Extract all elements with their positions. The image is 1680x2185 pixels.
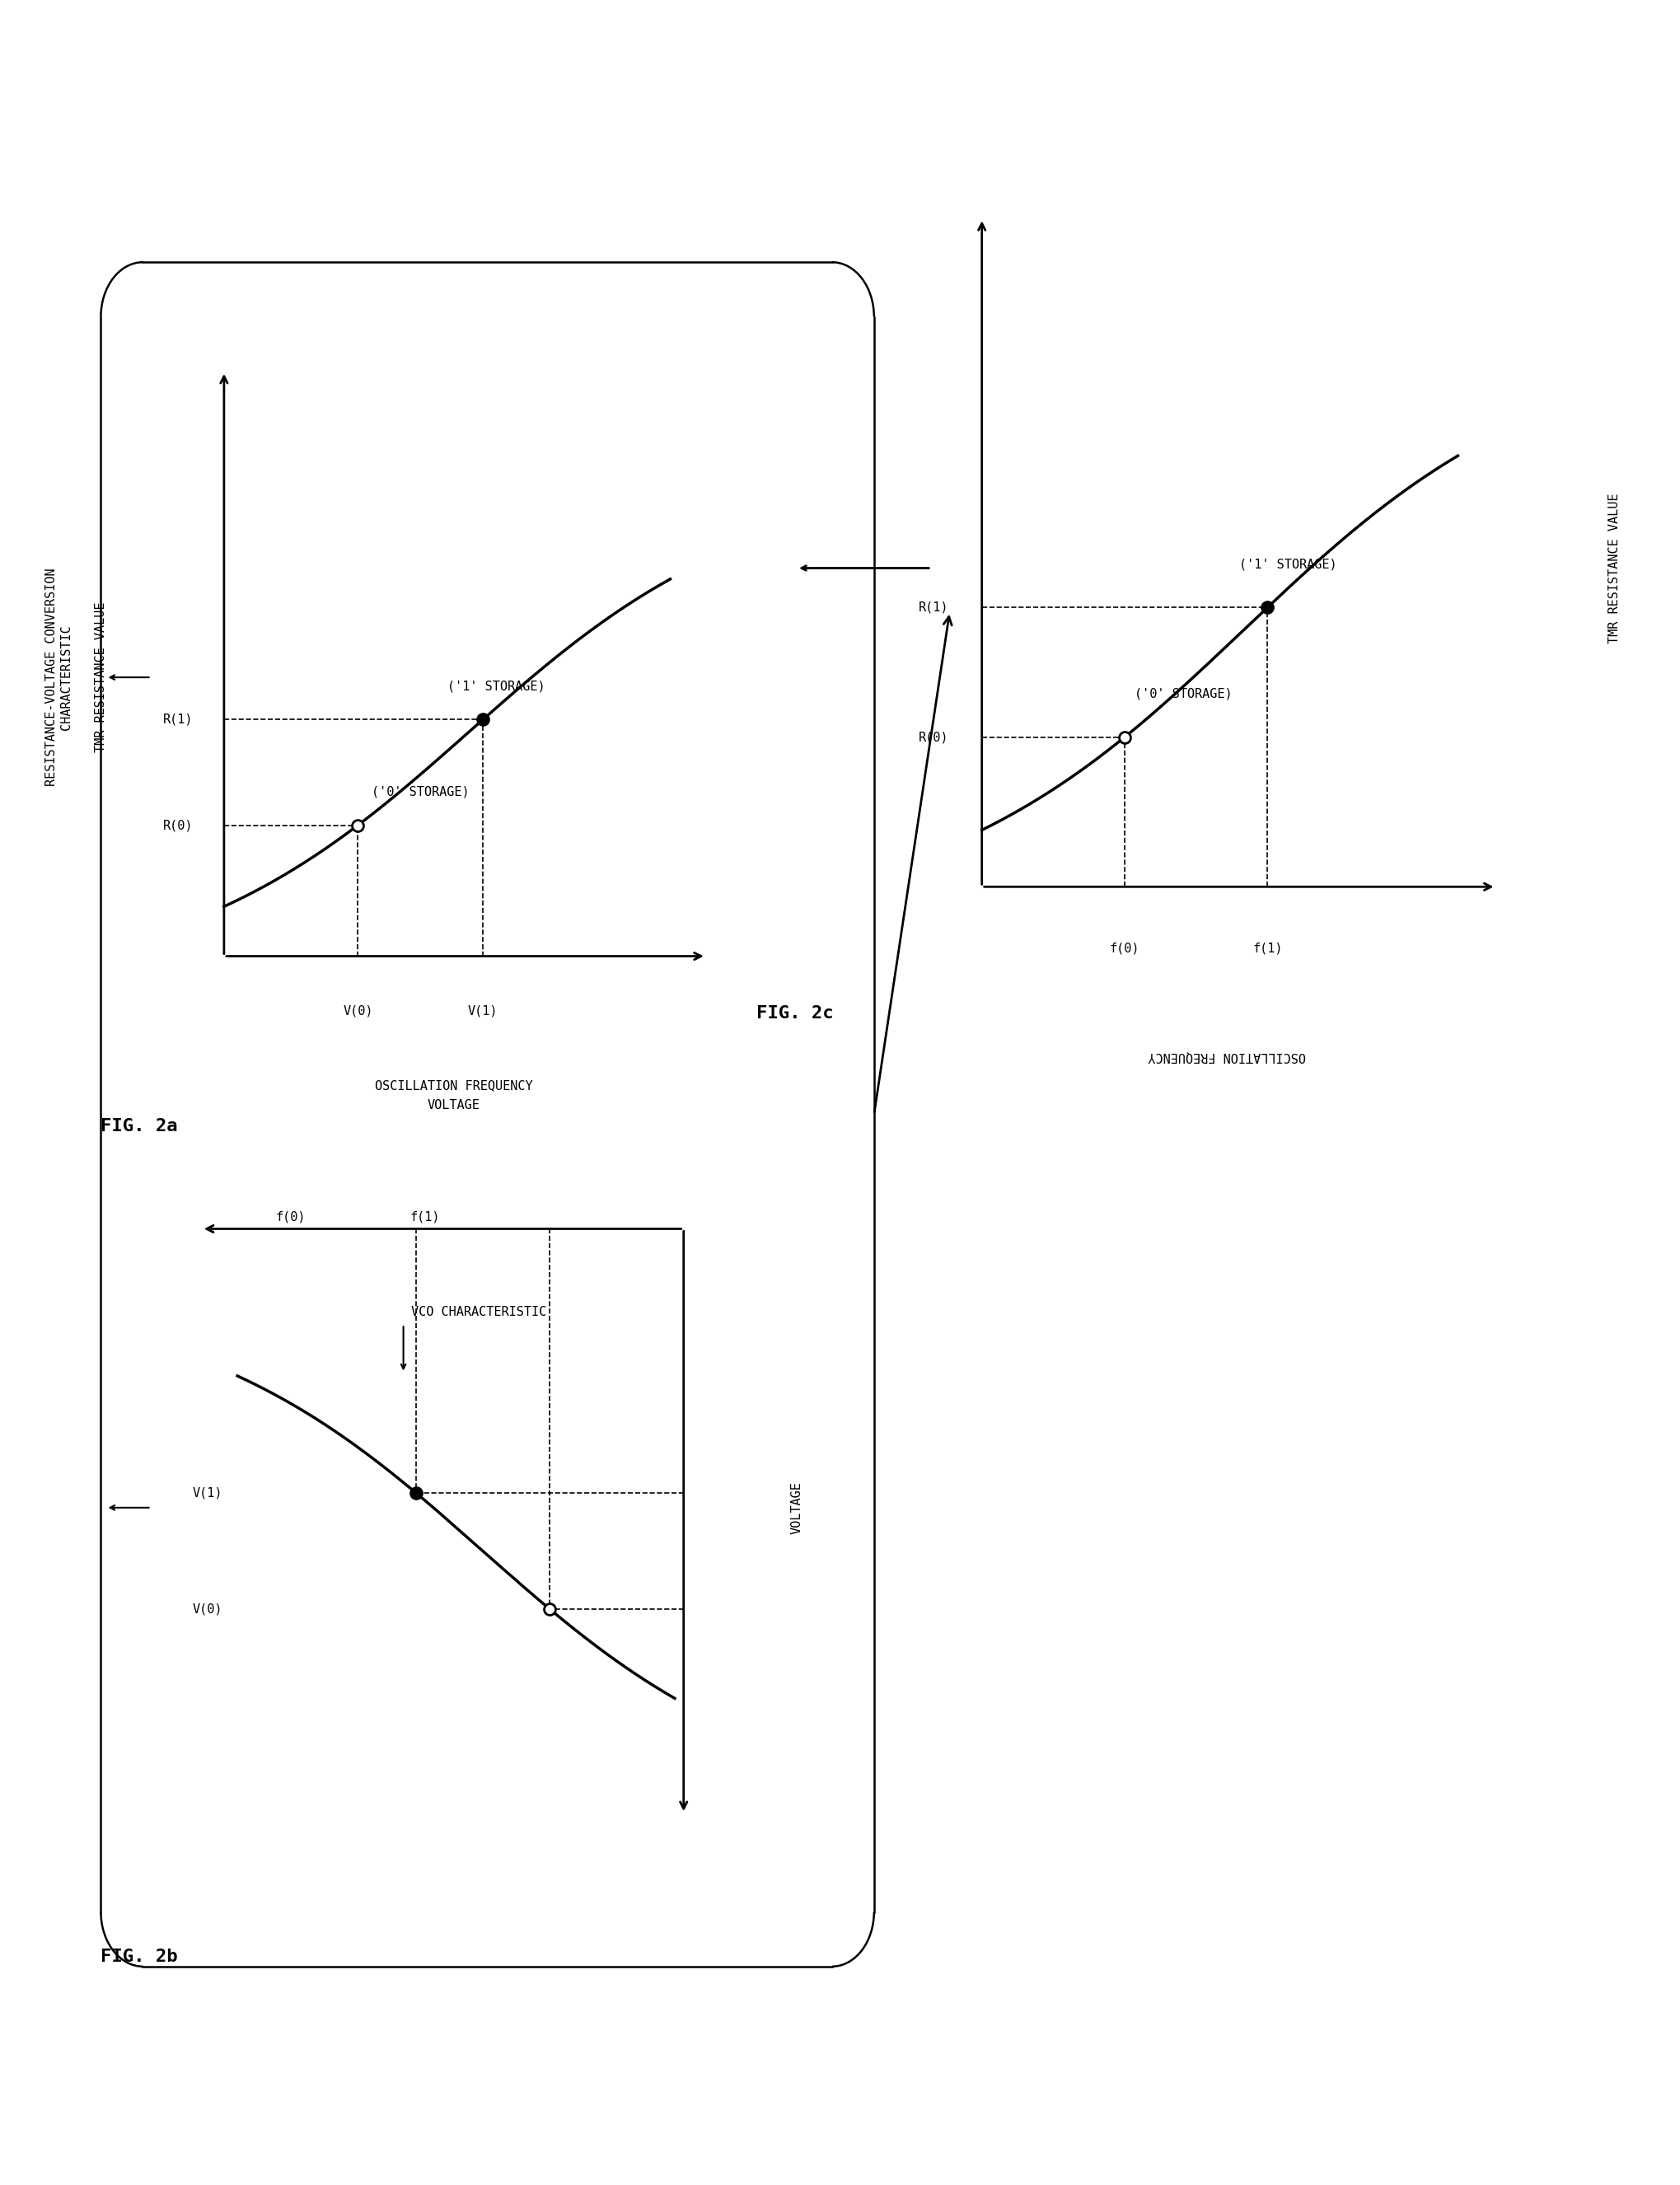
Text: V(1): V(1)	[467, 1005, 497, 1018]
Text: FIG. 2c: FIG. 2c	[756, 1005, 833, 1023]
Text: f(0): f(0)	[1109, 942, 1139, 955]
Text: ('1' STORAGE): ('1' STORAGE)	[1238, 557, 1336, 570]
Text: OSCILLATION FREQUENCY: OSCILLATION FREQUENCY	[1147, 1051, 1305, 1062]
Text: VOLTAGE: VOLTAGE	[427, 1099, 480, 1112]
Text: R(1): R(1)	[917, 601, 948, 614]
Text: ('0' STORAGE): ('0' STORAGE)	[1134, 688, 1231, 699]
Text: f(0): f(0)	[276, 1210, 306, 1224]
Text: ('1' STORAGE): ('1' STORAGE)	[447, 680, 544, 693]
Text: V(1): V(1)	[193, 1486, 223, 1499]
Text: TMR RESISTANCE VALUE: TMR RESISTANCE VALUE	[1608, 494, 1620, 642]
Text: R(0): R(0)	[163, 819, 193, 832]
Text: TMR RESISTANCE VALUE: TMR RESISTANCE VALUE	[94, 603, 108, 752]
Text: VCO CHARACTERISTIC: VCO CHARACTERISTIC	[412, 1307, 546, 1318]
Text: OSCILLATION FREQUENCY: OSCILLATION FREQUENCY	[375, 1079, 533, 1092]
Text: R(0): R(0)	[917, 732, 948, 743]
Text: FIG. 2a: FIG. 2a	[101, 1119, 178, 1134]
Text: FIG. 2b: FIG. 2b	[101, 1949, 178, 1964]
Text: R(1): R(1)	[163, 714, 193, 725]
Text: f(1): f(1)	[1252, 942, 1282, 955]
Text: ('0' STORAGE): ('0' STORAGE)	[371, 787, 469, 798]
Text: VOLTAGE: VOLTAGE	[790, 1481, 803, 1534]
Text: V(0): V(0)	[343, 1005, 373, 1018]
Text: V(0): V(0)	[193, 1604, 223, 1615]
Text: RESISTANCE-VOLTAGE CONVERSION
CHARACTERISTIC: RESISTANCE-VOLTAGE CONVERSION CHARACTERI…	[45, 568, 72, 787]
Text: f(1): f(1)	[410, 1210, 440, 1224]
